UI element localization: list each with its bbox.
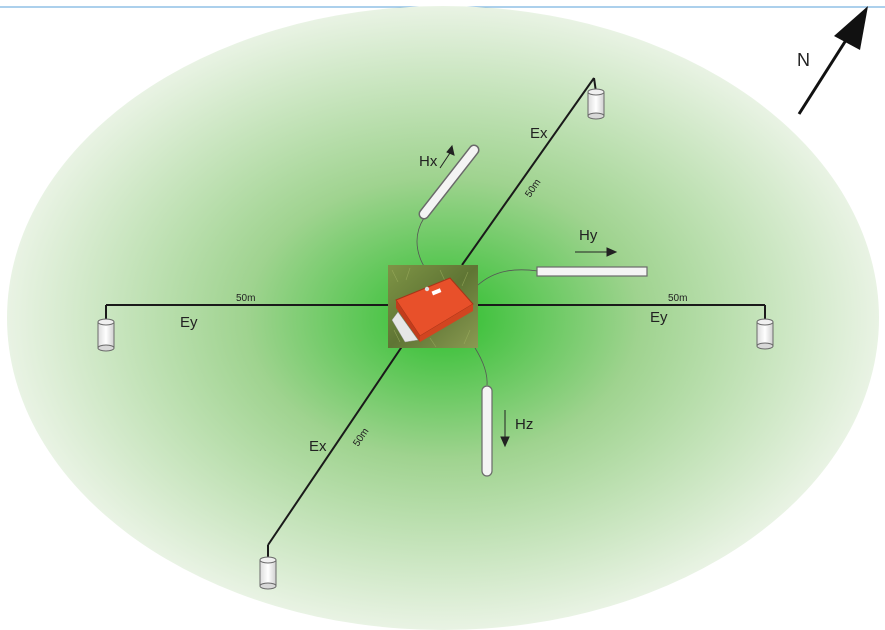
- electrode-icon: [756, 318, 774, 350]
- electrode-icon: [259, 556, 277, 590]
- hz-arrow-icon: [500, 410, 510, 448]
- hx-arrow-icon: [439, 144, 455, 169]
- ex-lower-line: [267, 344, 404, 546]
- ey-right-label: Ey: [650, 309, 668, 326]
- ey-right-distance: 50m: [668, 293, 687, 304]
- ey-left-distance: 50m: [236, 293, 255, 304]
- electrode-icon: [97, 318, 115, 352]
- recorder-box-icon: [388, 265, 478, 348]
- hy-cable: [477, 269, 539, 286]
- hy-arrow-icon: [575, 247, 618, 257]
- hz-magnetometer-icon: [481, 385, 493, 477]
- hy-magnetometer-icon: [536, 266, 648, 277]
- hx-magnetometer-icon: [418, 144, 480, 220]
- ey-left-label: Ey: [180, 314, 198, 331]
- north-arrow-icon: [797, 6, 868, 115]
- ex-upper-line: [461, 77, 595, 266]
- north-label: N: [797, 50, 810, 70]
- hz-label: Hz: [515, 416, 533, 433]
- hx-label: Hx: [419, 153, 438, 170]
- dipole-lines: [105, 77, 766, 560]
- electrode-icon: [587, 88, 605, 120]
- ex-lower-label: Ex: [309, 438, 327, 455]
- hy-label: Hy: [579, 227, 598, 244]
- ex-upper-label: Ex: [530, 125, 548, 142]
